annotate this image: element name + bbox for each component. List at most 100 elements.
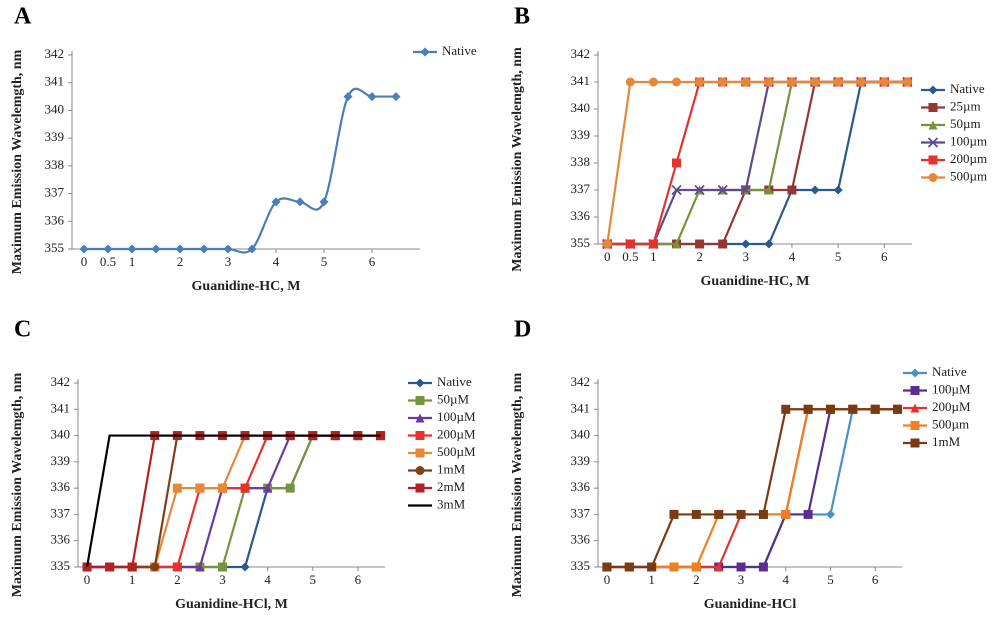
marker [647,562,657,572]
x-tick-label: 6 [369,254,376,269]
y-tick-label: 339 [45,129,65,144]
marker [714,562,724,572]
marker [736,509,746,519]
marker [319,197,329,207]
chart-panel: A 355 336 337 338 339 340 341 342 0 0.5 1 2 3 4 5 6 Guani… [10,4,477,295]
y-tick-label: 339 [571,453,591,468]
x-tick-label: 6 [872,572,879,587]
chart-panel: C 335 336 337 336 339 340 341 342 0 1 2 3 4 5 6 Guanidin… [10,317,476,613]
series-line [87,434,381,569]
legend-marker [910,403,920,413]
y-tick-label: 339 [51,453,71,468]
y-tick-label: 340 [45,101,65,116]
marker [803,404,813,414]
x-tick-label: 5 [310,572,317,587]
marker [764,239,774,249]
series-line [87,434,381,569]
y-tick-label: 341 [45,74,65,89]
y-tick-label: 336 [571,479,591,494]
y-tick-label: 341 [571,400,591,415]
marker [825,404,835,414]
marker [672,158,681,168]
y-axis-label: Maximum Emission Wavelemgth, nm [510,372,525,597]
marker [127,562,137,572]
y-tick-label: 337 [571,505,591,520]
y-tick-label: 342 [571,374,591,389]
marker [669,562,679,572]
x-tick-label: 0.5 [622,249,638,264]
marker [781,509,791,519]
x-tick-label: 6 [355,572,362,587]
x-tick-label: 6 [881,249,888,264]
y-tick-label: 342 [571,46,591,61]
marker [848,404,858,414]
y-tick-label: 340 [571,100,591,115]
series-line [606,408,898,569]
series-line [606,408,898,569]
marker [741,77,751,87]
x-tick-label: 0 [604,249,611,264]
x-tick-label: 1 [650,249,657,264]
marker [810,185,820,195]
y-tick-label: 341 [571,73,591,88]
x-tick-label: 3 [738,572,745,587]
marker [295,197,305,207]
marker [271,197,281,207]
marker [758,562,768,572]
x-tick-label: 4 [273,254,280,269]
series-line [84,87,396,254]
legend-marker [927,137,939,148]
x-tick-label: 0 [604,572,611,587]
marker [391,92,401,102]
legend-label: 50µm [950,116,981,131]
legend-marker [928,103,938,112]
marker [669,509,679,519]
legend-marker [415,466,425,475]
y-tick-label: 340 [571,427,591,442]
y-tick-label: 336 [51,532,71,547]
y-axis-label: Maximum Emission Wavelemgth, nm [10,49,25,274]
marker [172,483,182,493]
x-tick-label: 4 [783,572,790,587]
x-axis-label: Guanidine-HC, M [701,274,810,289]
marker [870,404,880,414]
x-tick-label: 1 [129,254,136,269]
legend-marker [910,438,920,448]
marker [672,77,681,87]
legend-marker [415,448,425,458]
y-tick-label: 336 [571,208,591,223]
marker [103,244,113,254]
x-tick-label: 4 [789,249,796,264]
marker [367,92,377,102]
marker [240,483,250,493]
marker [648,239,658,249]
marker [691,562,701,572]
legend-label: 1mM [437,461,466,476]
legend-label: Native [437,374,472,389]
legend-marker [928,120,938,130]
chart-panel: D 335 336 337 336 339 340 341 342 0 1 2 3 4 5 6 Guanidin… [510,317,971,613]
x-tick-label: 4 [264,572,271,587]
marker [343,92,353,102]
x-tick-label: 5 [835,249,842,264]
x-axis-label: Guanidine-HCl [704,597,797,612]
marker [740,184,751,196]
legend-label: 3mM [437,496,466,511]
marker [602,239,612,249]
x-tick-label: 5 [827,572,834,587]
series-line [85,434,381,568]
marker [902,77,912,87]
y-tick-label: 336 [45,212,65,227]
marker [648,77,658,87]
marker [263,483,273,493]
legend-label: Native [950,81,985,96]
marker [803,509,813,519]
series-line [607,80,908,246]
marker [833,77,843,87]
legend-label: Native [932,364,967,379]
marker [672,239,681,249]
series-line [87,434,381,569]
marker [223,244,233,254]
panel-label: C [14,317,31,343]
x-tick-label: 3 [219,572,226,587]
